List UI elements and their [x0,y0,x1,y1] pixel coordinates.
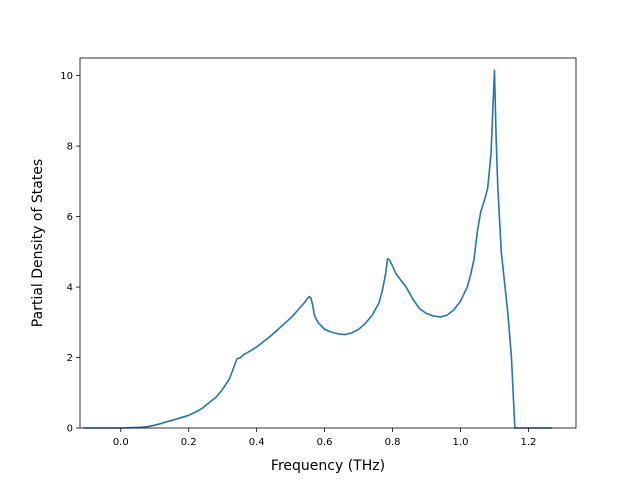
y-axis-ticks: 0 2 4 6 8 10 [60,71,80,435]
x-tick-label: 1.2 [520,437,536,448]
x-tick-label: 0.2 [181,437,197,448]
y-tick-label: 10 [60,71,73,82]
y-tick-label: 0 [67,424,73,435]
x-axis-ticks: 0.0 0.2 0.4 0.6 0.8 1.0 1.2 [113,428,536,448]
x-tick-label: 1.0 [453,437,469,448]
series-layer [83,69,553,429]
y-tick-label: 8 [67,142,73,153]
series-line-0 [83,69,553,429]
y-axis-title: Partial Density of States [30,159,46,327]
x-tick-label: 0.0 [113,437,129,448]
x-axis-title: Frequency (THz) [271,458,385,474]
x-tick-label: 0.6 [317,437,333,448]
plot-frame [79,57,577,429]
x-tick-label: 0.8 [385,437,401,448]
y-tick-label: 2 [67,353,73,364]
y-tick-label: 4 [67,283,73,294]
x-tick-label: 0.4 [249,437,265,448]
y-tick-label: 6 [67,212,73,223]
